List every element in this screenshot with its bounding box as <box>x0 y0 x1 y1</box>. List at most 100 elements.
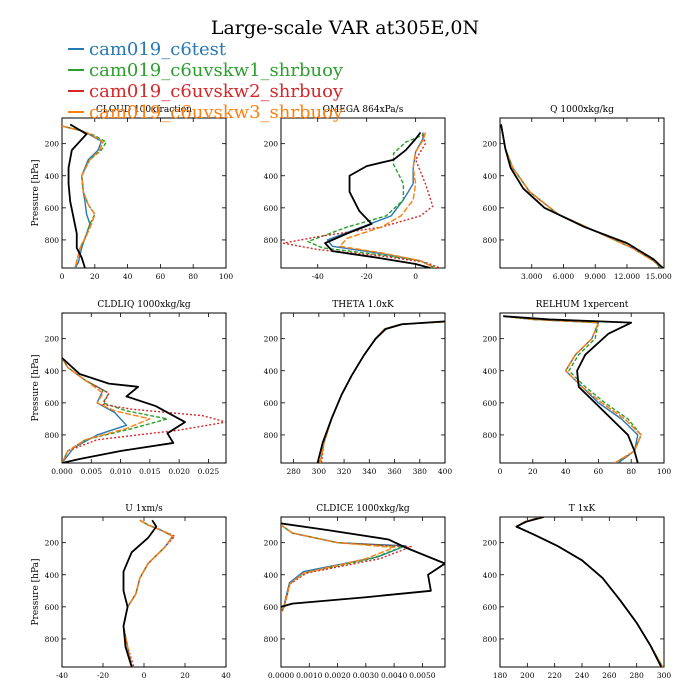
x-tick-label: 0.005 <box>81 467 103 476</box>
series-line-1 <box>62 357 128 463</box>
panel-frame <box>61 312 227 464</box>
series-line-2 <box>515 517 664 667</box>
x-tick-label: 0.0050 <box>409 671 435 680</box>
panel-frame <box>61 117 227 269</box>
x-tick-label: 0.0020 <box>324 671 350 680</box>
y-tick-label: 600 <box>264 603 279 612</box>
x-tick-label: 0.010 <box>110 467 132 476</box>
series-line-3 <box>500 124 664 268</box>
series-line-2 <box>122 519 174 667</box>
panel-title: CLDLIQ 1000xkg/kg <box>97 300 191 310</box>
y-tick-label: 200 <box>264 539 279 548</box>
series-line-4 <box>515 517 664 667</box>
series-group <box>62 357 226 463</box>
y-tick-label: 400 <box>264 367 279 376</box>
series-line-4 <box>339 132 436 268</box>
y-tick-label: 800 <box>483 236 498 245</box>
series-line-2 <box>319 321 445 463</box>
y-tick-label: 400 <box>264 172 279 181</box>
series-line-1 <box>62 125 103 268</box>
series-line-1 <box>319 321 445 463</box>
series-line-3 <box>320 321 445 463</box>
x-tick-label: 0 <box>413 272 418 281</box>
panel-title: THETA 1.0xK <box>332 300 394 310</box>
x-tick-label: 40 <box>561 467 571 476</box>
panel-cldliq: CLDLIQ 1000xkg/kg 0.000 0.005 0.010 0.015 0.0… <box>31 300 227 476</box>
legend-entry: cam019_c6uvskw1_shrbuoy <box>89 60 344 81</box>
series-group <box>282 131 441 268</box>
y-tick-label: 600 <box>45 399 60 408</box>
y-axis-label: Pressure [hPa] <box>31 558 41 625</box>
series-group <box>500 124 664 268</box>
x-tick-label: 100 <box>657 467 672 476</box>
figure-title: Large-scale VAR at305E,0N <box>211 17 479 39</box>
x-tick-label: 200 <box>520 671 535 680</box>
panel-cloud: CLOUD 100xfraction 0 20 40 60 80 100 200 400 600 8… <box>31 105 233 281</box>
x-tick-label: 0 <box>142 671 147 680</box>
y-tick-label: 200 <box>45 539 60 548</box>
panel-title: OMEGA 864xPa/s <box>323 105 404 115</box>
x-tick-label: 20 <box>90 272 100 281</box>
series-group <box>515 517 664 667</box>
x-tick-label: 0.0000 <box>268 671 294 680</box>
panel-q: Q 1000xkg/kg 3.000 6.000 9.000 12.000 15.000 2… <box>483 105 672 281</box>
panel-title: Q 1000xkg/kg <box>550 105 614 115</box>
series-line-2 <box>307 133 436 268</box>
x-tick-label: 340 <box>362 467 377 476</box>
y-tick-label: 800 <box>45 236 60 245</box>
series-line-4 <box>503 315 642 463</box>
x-tick-label: 6.000 <box>553 272 575 281</box>
x-tick-label: 360 <box>387 467 402 476</box>
panel-frame <box>499 117 665 269</box>
x-tick-label: 0.020 <box>168 467 190 476</box>
y-tick-label: 200 <box>264 335 279 344</box>
panel-frame <box>499 516 665 668</box>
panel-frame <box>280 312 446 464</box>
reference-series-line <box>67 123 88 268</box>
x-tick-label: 0.0040 <box>381 671 407 680</box>
x-tick-label: 60 <box>594 467 604 476</box>
y-tick-label: 400 <box>483 571 498 580</box>
x-tick-label: 80 <box>626 467 636 476</box>
series-line-1 <box>122 519 174 667</box>
panel-title: CLOUD 100xfraction <box>96 105 192 115</box>
reference-series-line <box>503 315 639 463</box>
panel-theta: THETA 1.0xK 280 300 320 340 360 380 400 200 400 60… <box>264 300 453 476</box>
series-line-3 <box>282 135 441 268</box>
x-tick-label: 40 <box>123 272 133 281</box>
legend: cam019_c6testcam019_c6uvskw1_shrbuoycam0… <box>68 39 344 123</box>
series-line-3 <box>281 524 412 614</box>
y-tick-label: 400 <box>45 367 60 376</box>
x-tick-label: 0.015 <box>139 467 161 476</box>
x-tick-label: 80 <box>188 272 198 281</box>
series-group <box>503 315 642 463</box>
series-line-3 <box>515 517 664 667</box>
x-tick-label: 0.025 <box>198 467 220 476</box>
x-tick-label: 60 <box>156 272 166 281</box>
y-tick-label: 800 <box>264 236 279 245</box>
legend-entry: cam019_c6uvskw3_shrbuoy <box>89 102 344 123</box>
x-tick-label: 320 <box>337 467 352 476</box>
reference-series-line <box>281 522 445 608</box>
panel-frame <box>499 312 665 464</box>
y-tick-label: 200 <box>45 140 60 149</box>
series-line-4 <box>319 321 445 463</box>
x-tick-label: 20 <box>180 671 190 680</box>
reference-series-line <box>62 357 186 463</box>
x-tick-label: 9.000 <box>584 272 606 281</box>
panel-u: U 1xm/s -40 -20 0 20 40 200 400 600 800 Pressure [… <box>31 504 231 680</box>
series-line-4 <box>281 524 395 614</box>
y-tick-label: 400 <box>264 571 279 580</box>
series-line-2 <box>503 315 642 463</box>
x-tick-label: 180 <box>493 671 508 680</box>
series-line-3 <box>503 315 642 463</box>
y-tick-label: 600 <box>45 204 60 213</box>
x-tick-label: -40 <box>56 671 68 680</box>
y-tick-label: 800 <box>264 431 279 440</box>
y-tick-label: 600 <box>483 603 498 612</box>
y-tick-label: 600 <box>264 204 279 213</box>
x-tick-label: -20 <box>97 671 109 680</box>
series-line-4 <box>62 357 151 463</box>
x-tick-label: 0.000 <box>51 467 73 476</box>
